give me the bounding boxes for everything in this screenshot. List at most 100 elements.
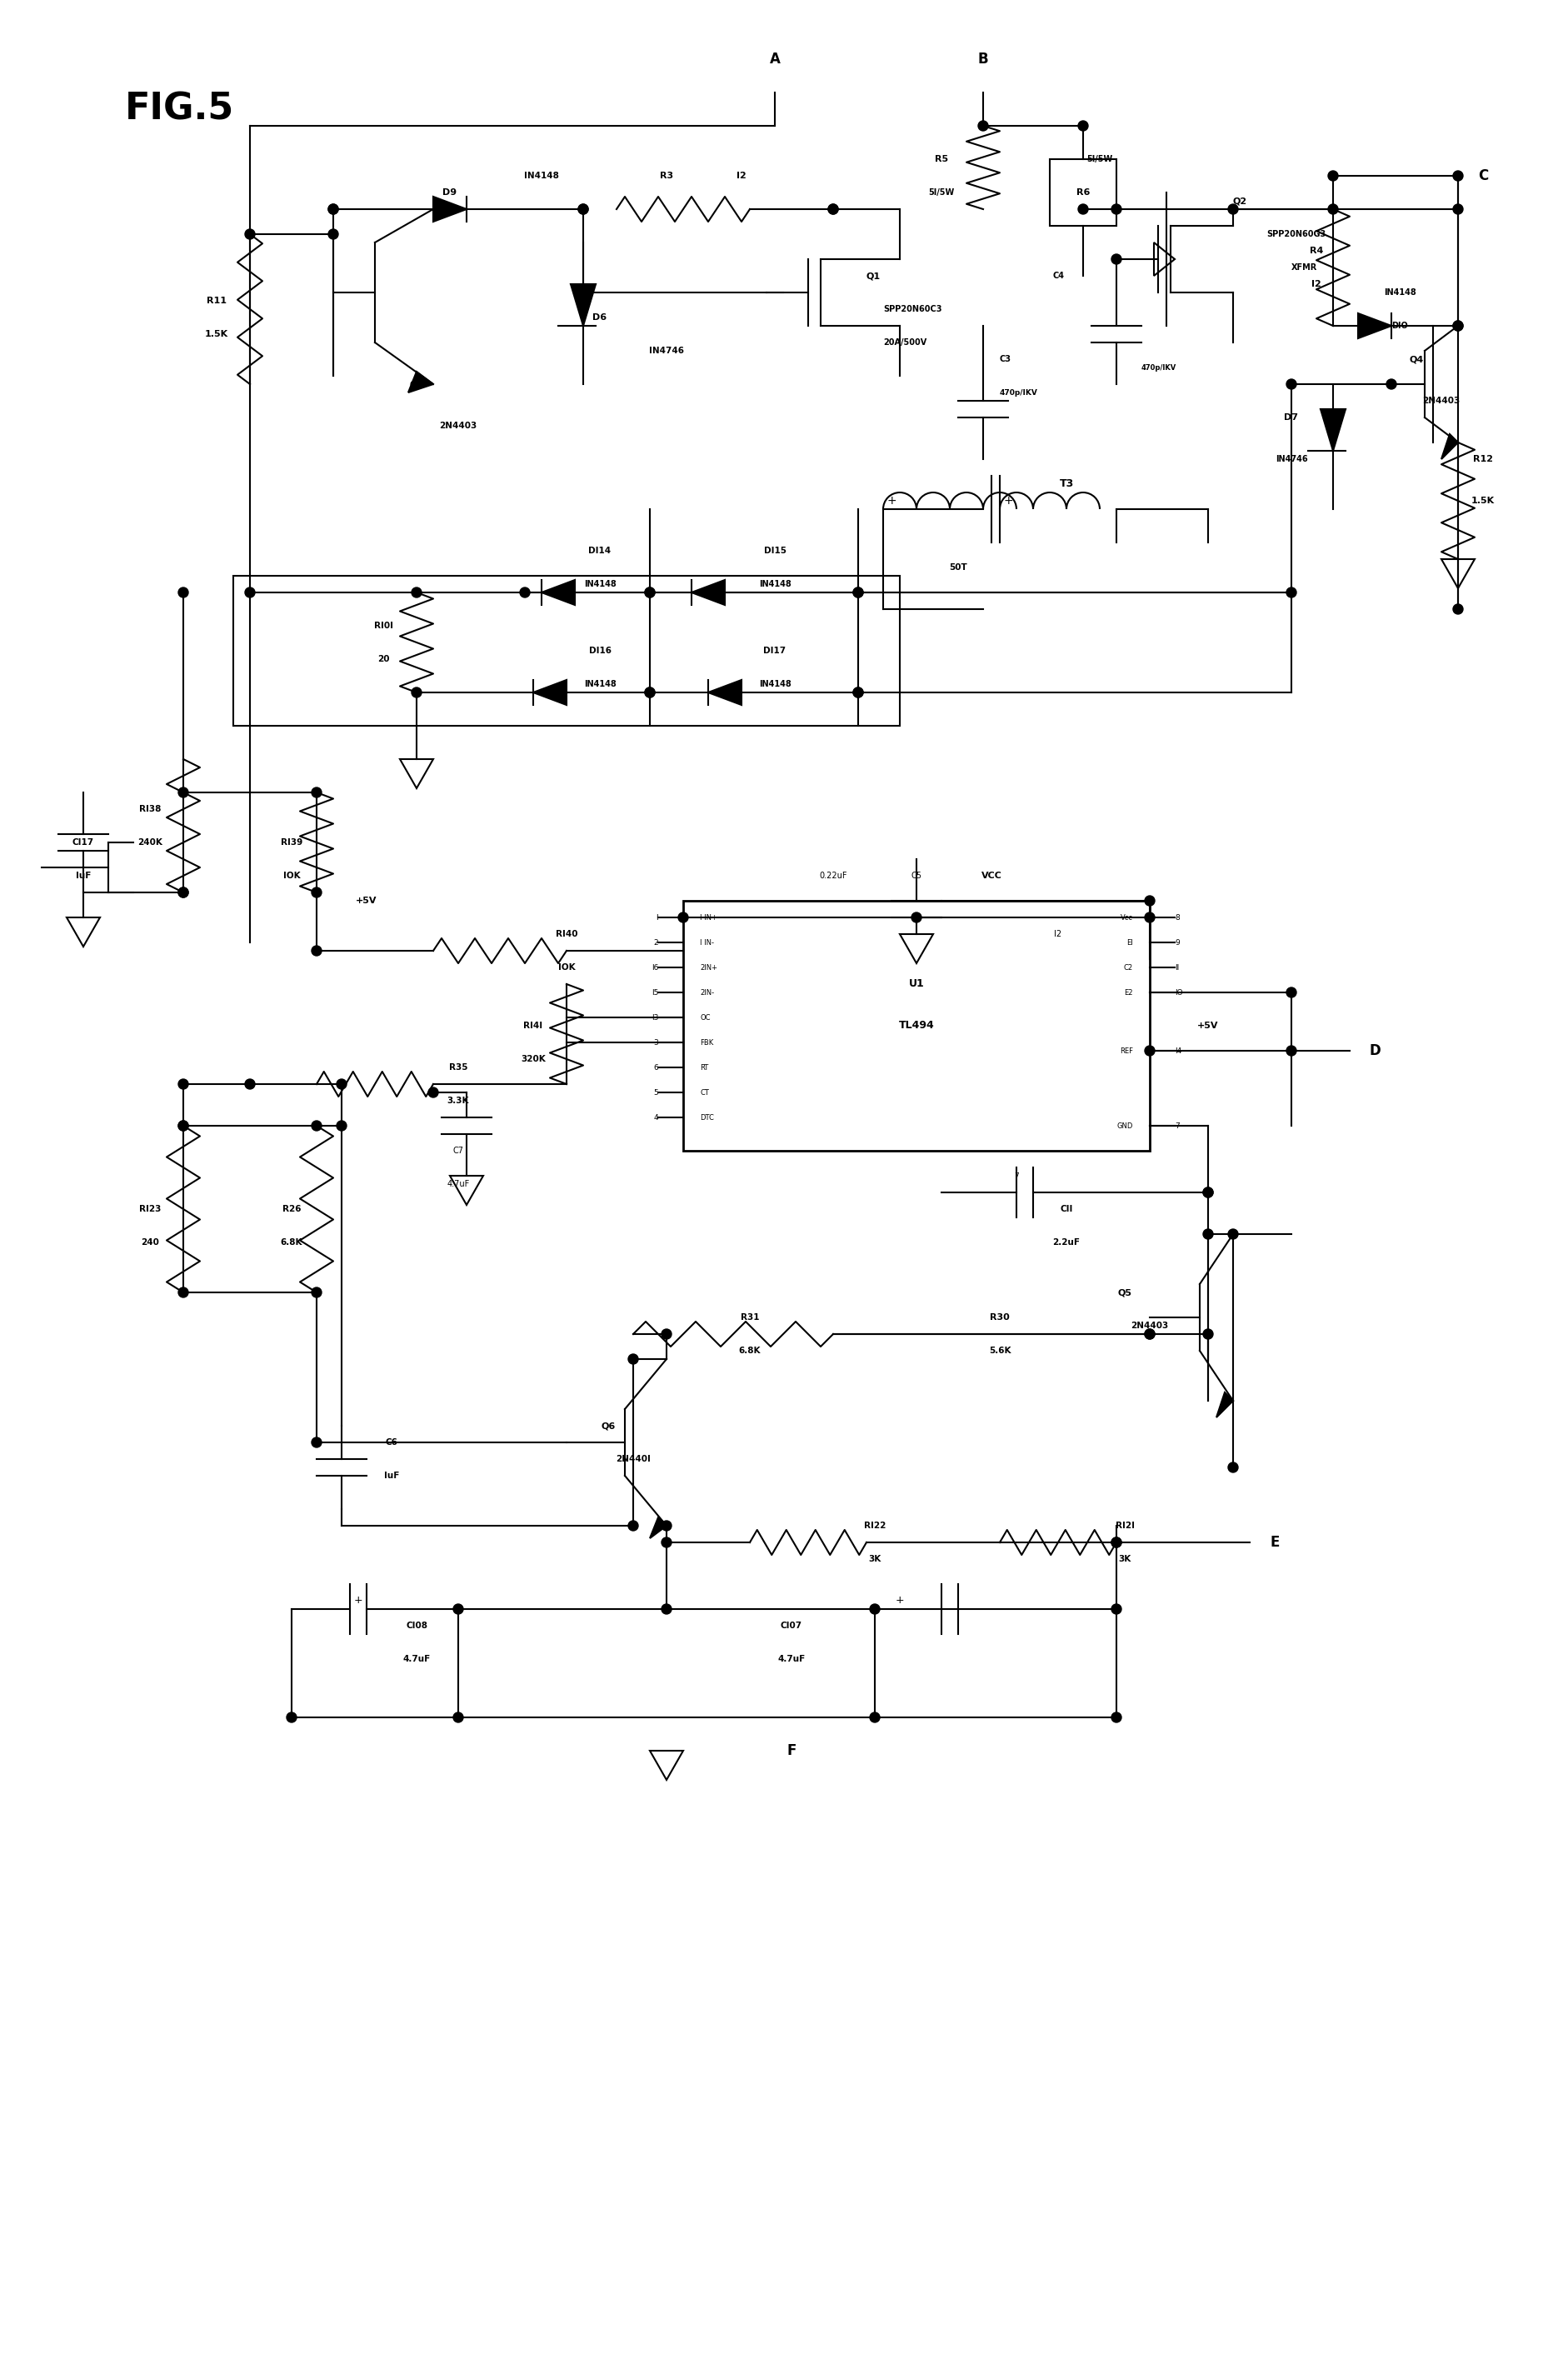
- Polygon shape: [709, 679, 742, 705]
- Text: I IN-: I IN-: [699, 939, 713, 946]
- Text: CI07: CI07: [781, 1621, 803, 1630]
- Text: +: +: [886, 495, 897, 507]
- Circle shape: [1286, 988, 1297, 998]
- Polygon shape: [1358, 314, 1391, 337]
- Circle shape: [1112, 1538, 1121, 1548]
- Circle shape: [428, 1087, 437, 1097]
- Text: I: I: [655, 913, 659, 920]
- Circle shape: [579, 205, 588, 215]
- Text: R4: R4: [1309, 248, 1323, 255]
- Circle shape: [245, 587, 256, 597]
- Circle shape: [245, 1078, 256, 1090]
- Text: 7: 7: [1014, 1172, 1019, 1180]
- Bar: [1051, 158, 1116, 226]
- Text: C4: C4: [1052, 271, 1065, 281]
- Text: 2N4403: 2N4403: [1422, 396, 1460, 406]
- Circle shape: [1145, 896, 1154, 906]
- Circle shape: [1112, 205, 1121, 215]
- Text: OC: OC: [699, 1014, 710, 1021]
- Circle shape: [521, 587, 530, 597]
- Text: CI17: CI17: [72, 837, 94, 847]
- Circle shape: [179, 887, 188, 896]
- Text: I6: I6: [651, 965, 659, 972]
- Text: SPP20N60G3: SPP20N60G3: [1267, 229, 1327, 238]
- Text: 240: 240: [141, 1238, 158, 1246]
- Circle shape: [1286, 587, 1297, 597]
- Polygon shape: [571, 283, 596, 326]
- Text: IN4148: IN4148: [583, 679, 616, 689]
- Text: REF: REF: [1120, 1047, 1134, 1054]
- Circle shape: [179, 788, 188, 797]
- Circle shape: [1286, 1045, 1297, 1057]
- Text: 20: 20: [378, 656, 389, 663]
- Text: R30: R30: [989, 1314, 1010, 1321]
- Circle shape: [853, 587, 862, 597]
- Text: RI0I: RI0I: [373, 623, 394, 630]
- Circle shape: [579, 288, 588, 297]
- Text: C2: C2: [1124, 965, 1134, 972]
- Circle shape: [1145, 1328, 1154, 1340]
- Text: E: E: [1270, 1536, 1279, 1550]
- Circle shape: [328, 205, 339, 215]
- Circle shape: [1203, 1187, 1214, 1198]
- Text: I IN+: I IN+: [699, 913, 717, 920]
- Circle shape: [1228, 1463, 1239, 1472]
- Polygon shape: [691, 580, 724, 604]
- Polygon shape: [533, 679, 566, 705]
- Text: D: D: [1369, 1043, 1380, 1059]
- Polygon shape: [649, 1517, 666, 1538]
- Polygon shape: [433, 196, 467, 222]
- Text: Q6: Q6: [601, 1422, 615, 1430]
- Text: +: +: [1004, 495, 1013, 507]
- Circle shape: [1454, 205, 1463, 215]
- Circle shape: [1145, 913, 1154, 922]
- Text: CII: CII: [1060, 1205, 1073, 1213]
- Circle shape: [312, 887, 321, 896]
- Text: +: +: [895, 1595, 905, 1606]
- Circle shape: [245, 229, 256, 238]
- Circle shape: [579, 205, 588, 215]
- Text: 470p/IKV: 470p/IKV: [1000, 389, 1038, 396]
- Text: TL494: TL494: [898, 1021, 935, 1031]
- Text: DI14: DI14: [588, 547, 612, 554]
- Circle shape: [911, 913, 922, 922]
- Text: DTC: DTC: [699, 1113, 713, 1121]
- Text: D9: D9: [442, 189, 456, 196]
- Text: DIO: DIO: [1391, 321, 1408, 330]
- Circle shape: [312, 1121, 321, 1130]
- Text: 1.5K: 1.5K: [1471, 498, 1494, 505]
- Circle shape: [312, 1437, 321, 1448]
- Text: FBK: FBK: [699, 1038, 713, 1045]
- Text: Q4: Q4: [1410, 354, 1424, 363]
- Text: 4.7uF: 4.7uF: [403, 1656, 431, 1663]
- Text: RI39: RI39: [281, 837, 303, 847]
- Text: C5: C5: [911, 870, 922, 880]
- Bar: [684, 901, 1149, 1151]
- Text: VCC: VCC: [982, 870, 1002, 880]
- Circle shape: [1228, 205, 1239, 215]
- Circle shape: [453, 1713, 463, 1722]
- Text: 6.8K: 6.8K: [281, 1238, 303, 1246]
- Text: 5I/5W: 5I/5W: [928, 189, 955, 196]
- Text: C7: C7: [453, 1146, 464, 1156]
- Circle shape: [1079, 120, 1088, 130]
- Text: I5: I5: [651, 988, 659, 995]
- Text: RI38: RI38: [140, 804, 162, 814]
- Text: R31: R31: [740, 1314, 759, 1321]
- Circle shape: [662, 1328, 671, 1340]
- Text: RI23: RI23: [140, 1205, 162, 1213]
- Text: D7: D7: [1284, 413, 1298, 422]
- Circle shape: [1203, 1187, 1214, 1198]
- Text: A: A: [770, 52, 781, 66]
- Text: IN4148: IN4148: [759, 580, 790, 587]
- Circle shape: [1454, 321, 1463, 330]
- Text: 1.5K: 1.5K: [205, 330, 229, 337]
- Text: XFMR: XFMR: [1292, 264, 1317, 271]
- Text: R35: R35: [448, 1064, 467, 1071]
- Circle shape: [1328, 170, 1338, 182]
- Circle shape: [662, 1538, 671, 1548]
- Text: 8: 8: [1174, 913, 1179, 920]
- Text: IN4148: IN4148: [524, 172, 560, 179]
- Text: 50T: 50T: [949, 564, 967, 571]
- Text: U1: U1: [909, 979, 924, 988]
